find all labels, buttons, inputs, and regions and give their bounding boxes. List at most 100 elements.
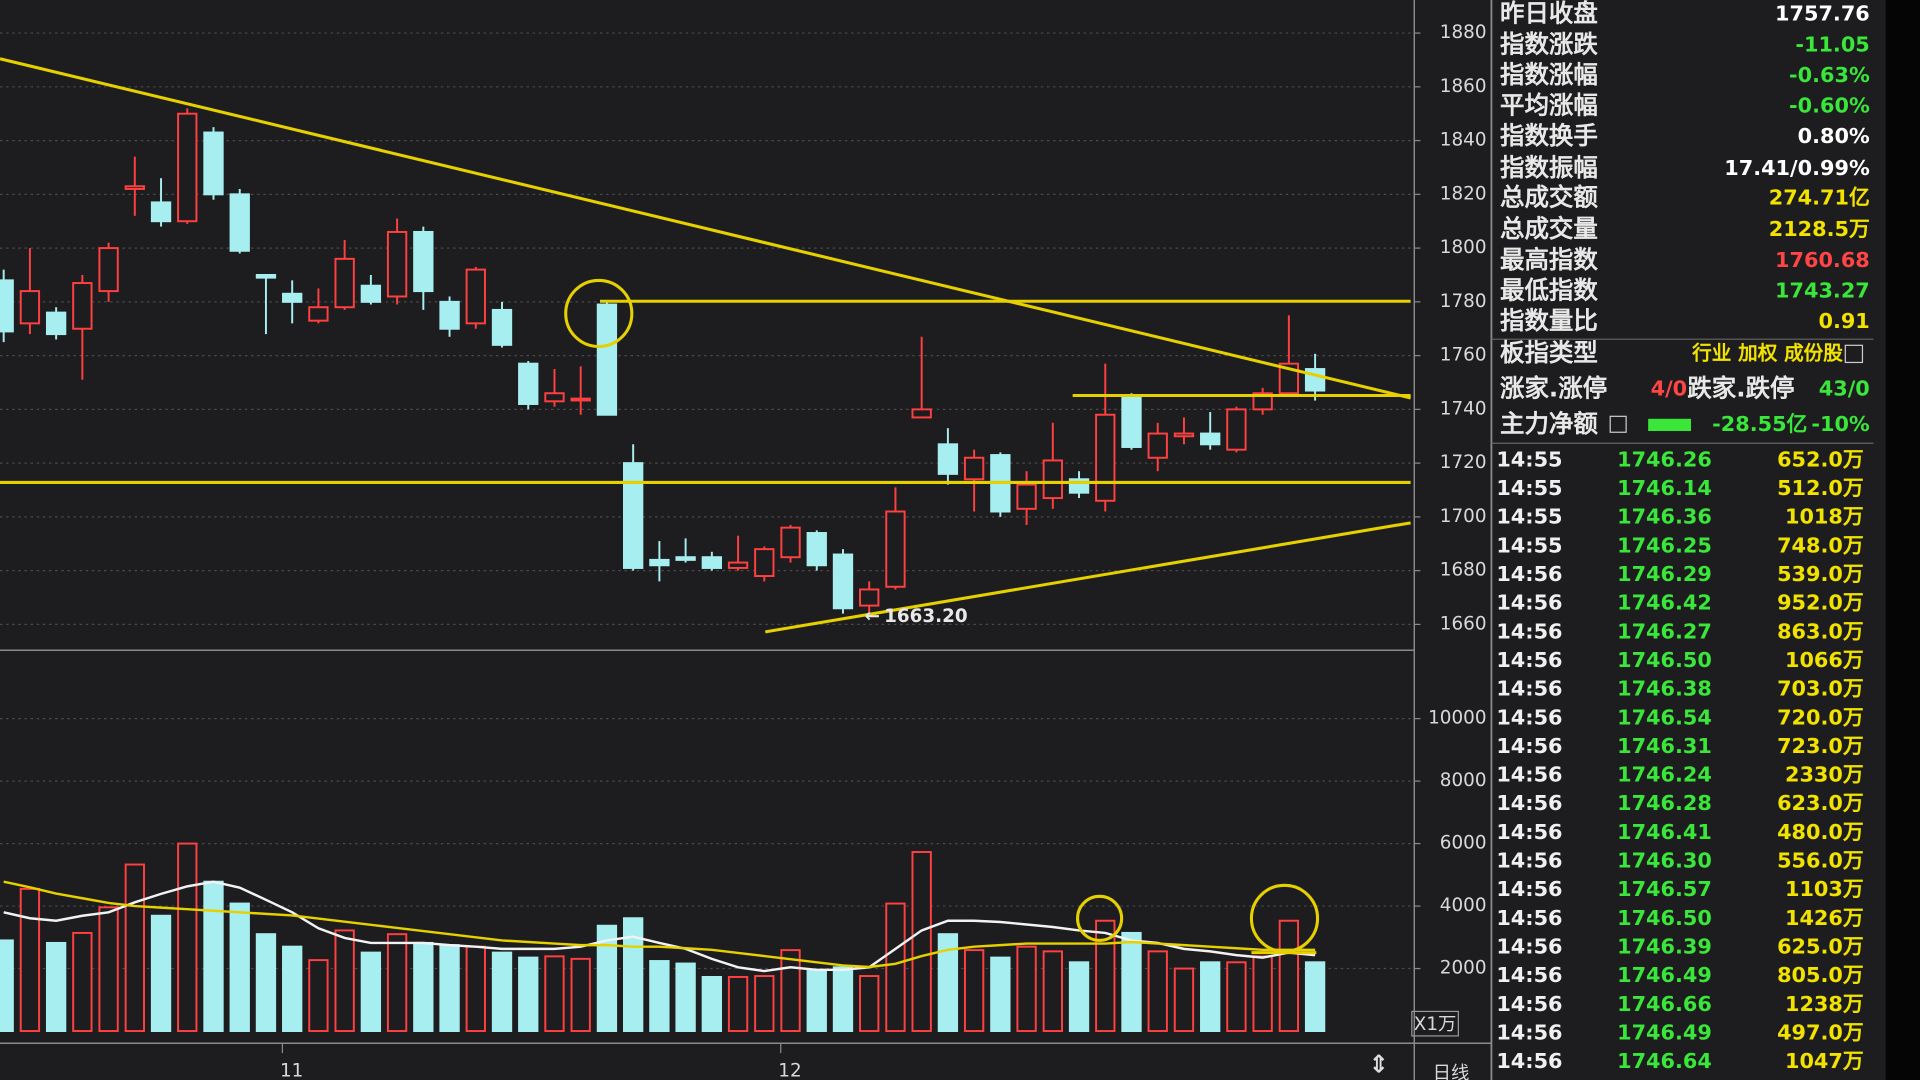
candle-body <box>885 510 906 588</box>
tick-time: 14:56 <box>1496 935 1562 959</box>
tick-time: 14:56 <box>1496 562 1562 586</box>
tick-price: 1746.42 <box>1617 591 1712 615</box>
row-label: 总成交量 <box>1500 214 1598 243</box>
breadth-label: 涨家.涨停 <box>1500 373 1607 402</box>
tick-volume: 1426万 <box>1785 906 1864 930</box>
volume-bar <box>859 975 880 1032</box>
volume-bar <box>177 842 198 1032</box>
volume-bar <box>832 966 854 1032</box>
tick-time: 14:55 <box>1496 447 1562 471</box>
y-tick-label: 1780 <box>1440 291 1487 312</box>
candle-body <box>937 443 959 475</box>
tick-volume: 497.0万 <box>1777 1020 1864 1044</box>
tick-price: 1746.28 <box>1617 791 1712 815</box>
tick-price: 1746.36 <box>1617 505 1712 529</box>
volume-bar <box>1068 961 1090 1032</box>
tick-price: 1746.54 <box>1617 705 1712 729</box>
highlight-circle <box>564 278 634 349</box>
candle-body <box>1121 394 1142 448</box>
x-tick-label: 11 <box>280 1060 303 1080</box>
tick-time: 14:56 <box>1496 791 1562 815</box>
period-label[interactable]: 日线 <box>1433 1063 1470 1080</box>
y-tick-label: 1680 <box>1440 560 1487 581</box>
candle-body <box>1016 483 1037 510</box>
candle-body <box>963 456 985 481</box>
volume-bar <box>1252 955 1273 1032</box>
y-tick-label: 1740 <box>1440 398 1487 419</box>
row-value: 2128.5万 <box>1769 217 1870 241</box>
candle-body <box>386 230 408 298</box>
volume-bar <box>518 956 539 1032</box>
tick-price: 1746.29 <box>1617 562 1712 586</box>
y-tick-label: 1760 <box>1440 345 1487 366</box>
tick-price: 1746.39 <box>1617 935 1712 959</box>
y-tick-label: 1840 <box>1440 130 1487 151</box>
volume-bar <box>45 941 67 1032</box>
drawings <box>0 57 1411 955</box>
breadth-label: 跌家.跌停 <box>1687 373 1794 402</box>
y-tick-label: 1660 <box>1440 613 1487 634</box>
candle-body <box>1095 413 1116 502</box>
volume-bar <box>203 880 224 1032</box>
y-tick-label: 1800 <box>1440 237 1487 258</box>
tick-volume: 539.0万 <box>1777 562 1864 586</box>
volume-bar <box>754 975 775 1032</box>
volume-bar <box>308 959 329 1032</box>
row-value: 0.91 <box>1818 309 1869 333</box>
candle-body <box>203 131 224 196</box>
menu-icon[interactable] <box>1844 344 1864 364</box>
candle-body <box>19 290 41 325</box>
volume-bar <box>360 951 382 1032</box>
volume-bar <box>990 956 1011 1032</box>
volume-bar <box>282 945 303 1032</box>
candle-body <box>649 558 670 567</box>
tick-volume: 1018万 <box>1785 505 1864 529</box>
menu-icon[interactable] <box>1609 415 1627 433</box>
breadth-value: 43/0 <box>1819 376 1870 400</box>
volume-bar <box>701 975 723 1032</box>
volume-bar <box>1095 919 1116 1033</box>
volume-bar <box>413 941 434 1032</box>
y2-tick-label: 8000 <box>1440 770 1487 791</box>
quote-panel: 昨日收盘 1757.76 指数涨跌 -11.05 指数涨幅 -0.63% 平均涨幅 -0.60… <box>1496 0 1870 1073</box>
tick-price: 1746.50 <box>1617 906 1712 930</box>
tick-time: 14:56 <box>1496 1020 1562 1044</box>
volume-bar <box>963 949 985 1032</box>
highlight-circle <box>1076 894 1124 942</box>
tick-volume: 625.0万 <box>1777 935 1864 959</box>
row-value: 1760.68 <box>1775 248 1870 272</box>
tick-price: 1746.66 <box>1617 992 1712 1016</box>
scroll-icon[interactable]: ⇕ <box>1369 1049 1390 1078</box>
row-value: 274.71亿 <box>1769 185 1870 209</box>
candle-body <box>98 247 119 293</box>
tick-volume: 863.0万 <box>1777 619 1864 643</box>
net-flow-amount: -28.55亿 <box>1712 412 1807 436</box>
tick-time: 14:56 <box>1496 619 1562 643</box>
tick-time: 14:56 <box>1496 705 1562 729</box>
tick-price: 1746.49 <box>1617 963 1712 987</box>
volume-ma-line <box>3 880 1316 969</box>
volume-bar <box>1173 967 1195 1032</box>
volume-bar <box>1278 919 1300 1033</box>
volume-ma-line <box>3 880 1316 973</box>
volume-bar <box>150 914 172 1033</box>
candle-body <box>570 397 591 402</box>
volume-bar <box>386 933 408 1032</box>
tick-price: 1746.41 <box>1617 820 1712 844</box>
candle-body <box>911 408 932 419</box>
row-label: 最高指数 <box>1500 245 1598 274</box>
row-value: 行业 加权 成份股 <box>1691 341 1843 364</box>
volume-bar <box>911 851 932 1032</box>
candle-body <box>675 556 696 561</box>
tick-time: 14:56 <box>1496 591 1562 615</box>
tick-price: 1746.14 <box>1617 476 1712 500</box>
candle-body <box>1226 408 1247 451</box>
candle-body <box>308 306 329 322</box>
volume-bar <box>491 951 513 1032</box>
tick-time: 14:56 <box>1496 1049 1562 1073</box>
row-value: -11.05 <box>1795 32 1869 56</box>
volume-bar <box>806 970 827 1032</box>
y2-tick-label: 4000 <box>1440 895 1487 916</box>
tick-volume: 748.0万 <box>1777 533 1864 557</box>
candle-body <box>806 532 827 567</box>
